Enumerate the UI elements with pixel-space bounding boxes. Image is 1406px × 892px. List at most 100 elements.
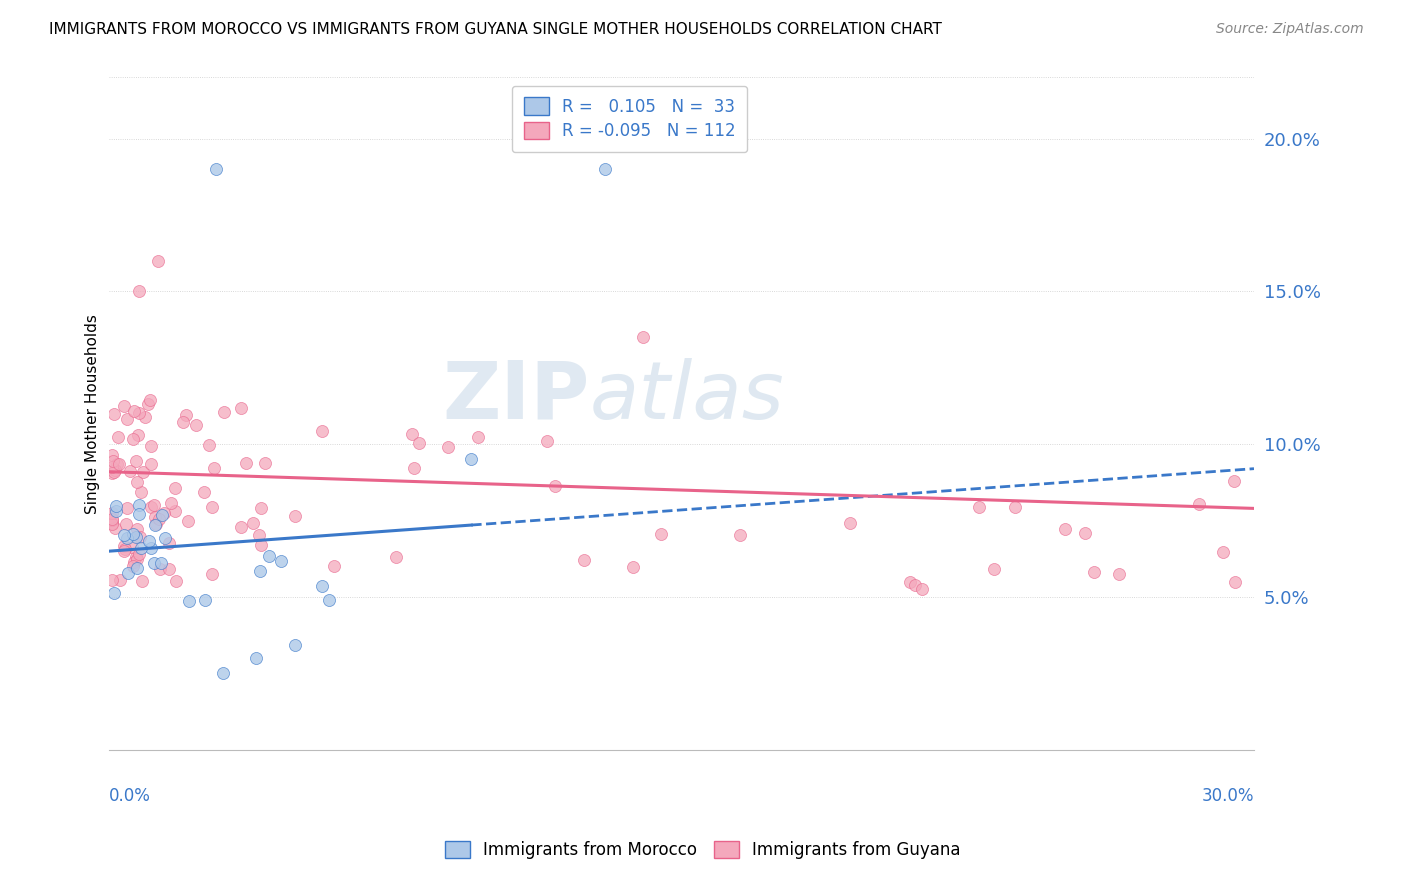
Point — [311, 424, 333, 438]
Point — [128, 498, 150, 512]
Point — [114, 517, 136, 532]
Point — [593, 162, 616, 177]
Point — [103, 465, 125, 479]
Point — [142, 498, 165, 512]
Point — [153, 506, 176, 520]
Point — [121, 540, 143, 554]
Point — [127, 551, 149, 566]
Point — [148, 512, 170, 526]
Point — [104, 521, 127, 535]
Point — [125, 530, 148, 544]
Point — [157, 536, 180, 550]
Point — [101, 516, 124, 531]
Point — [101, 511, 124, 525]
Point — [467, 430, 489, 444]
Point — [121, 527, 143, 541]
Point — [910, 582, 932, 596]
Point — [108, 457, 131, 471]
Point — [112, 539, 135, 553]
Point — [121, 432, 143, 446]
Point — [125, 561, 148, 575]
Point — [1108, 567, 1130, 582]
Point — [408, 436, 430, 450]
Point — [253, 456, 276, 470]
Point — [128, 285, 150, 299]
Point — [138, 534, 160, 549]
Point — [1188, 497, 1211, 511]
Point — [201, 566, 224, 581]
Point — [125, 475, 148, 489]
Point — [141, 439, 163, 453]
Point — [129, 484, 152, 499]
Point — [101, 454, 124, 468]
Point — [229, 401, 252, 416]
Point — [436, 440, 458, 454]
Legend: R =   0.105   N =  33, R = -0.095   N = 112: R = 0.105 N = 33, R = -0.095 N = 112 — [512, 86, 748, 153]
Point — [631, 330, 654, 344]
Point — [139, 541, 162, 555]
Point — [204, 162, 226, 177]
Point — [460, 452, 482, 467]
Point — [101, 459, 124, 474]
Point — [536, 434, 558, 448]
Text: 0.0%: 0.0% — [108, 787, 150, 805]
Point — [122, 555, 145, 569]
Point — [1004, 500, 1026, 515]
Point — [125, 549, 148, 564]
Point — [1223, 574, 1246, 589]
Point — [1223, 474, 1246, 488]
Point — [112, 543, 135, 558]
Point — [1212, 544, 1234, 558]
Point — [257, 549, 280, 564]
Point — [101, 573, 124, 587]
Text: Source: ZipAtlas.com: Source: ZipAtlas.com — [1216, 22, 1364, 37]
Point — [839, 516, 862, 530]
Point — [139, 457, 162, 471]
Text: IMMIGRANTS FROM MOROCCO VS IMMIGRANTS FROM GUYANA SINGLE MOTHER HOUSEHOLDS CORRE: IMMIGRANTS FROM MOROCCO VS IMMIGRANTS FR… — [49, 22, 942, 37]
Y-axis label: Single Mother Households: Single Mother Households — [86, 314, 100, 514]
Point — [247, 528, 270, 542]
Point — [212, 666, 235, 681]
Point — [322, 558, 344, 573]
Point — [385, 549, 408, 564]
Point — [101, 506, 124, 520]
Point — [141, 500, 163, 515]
Point — [139, 393, 162, 408]
Point — [967, 500, 990, 515]
Point — [163, 504, 186, 518]
Point — [104, 499, 127, 513]
Point — [284, 509, 307, 524]
Point — [198, 438, 221, 452]
Point — [129, 541, 152, 556]
Point — [115, 531, 138, 545]
Point — [105, 504, 128, 518]
Point — [270, 553, 292, 567]
Point — [108, 574, 131, 588]
Point — [128, 406, 150, 420]
Point — [128, 507, 150, 521]
Point — [621, 559, 644, 574]
Point — [103, 408, 125, 422]
Point — [650, 527, 672, 541]
Point — [101, 466, 124, 480]
Point — [904, 578, 927, 592]
Point — [194, 592, 217, 607]
Point — [115, 500, 138, 515]
Point — [177, 514, 200, 528]
Point — [131, 574, 153, 589]
Point — [1074, 525, 1097, 540]
Legend: Immigrants from Morocco, Immigrants from Guyana: Immigrants from Morocco, Immigrants from… — [439, 834, 967, 866]
Point — [114, 542, 136, 557]
Point — [124, 454, 146, 468]
Point — [101, 449, 124, 463]
Point — [235, 456, 257, 470]
Point — [104, 463, 127, 477]
Point — [122, 559, 145, 574]
Point — [172, 415, 194, 429]
Point — [311, 579, 333, 593]
Point — [143, 509, 166, 524]
Point — [401, 426, 423, 441]
Point — [250, 500, 273, 515]
Point — [145, 518, 167, 533]
Point — [143, 556, 166, 570]
